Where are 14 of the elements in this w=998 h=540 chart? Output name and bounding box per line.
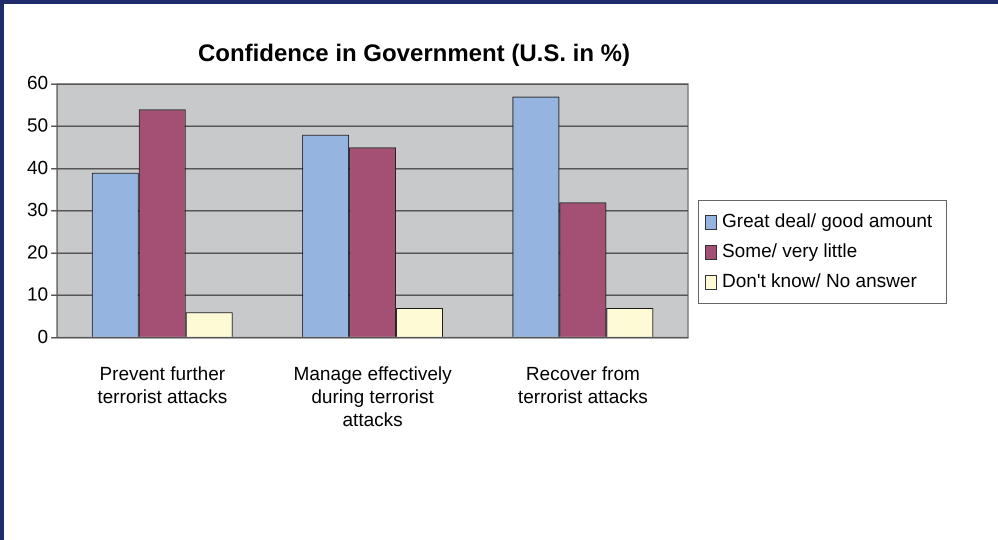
legend-label: Don't know/ No answer <box>722 270 917 294</box>
x-tick-label: Prevent further terrorist attacks <box>97 364 228 408</box>
y-tick-label: 50 <box>26 116 48 136</box>
x-tick-label: Recover from terrorist attacks <box>518 364 648 408</box>
y-tick-label: 10 <box>26 284 48 306</box>
chart-title: Confidence in Government (U.S. in %) <box>198 40 630 67</box>
x-tick-label: Manage effectively during terrorist attacks <box>294 364 452 431</box>
legend-label: Great deal/ good amount <box>722 210 932 234</box>
y-tick-label: 30 <box>26 200 48 222</box>
y-tick-label: 20 <box>26 242 48 264</box>
y-tick-label: 40 <box>26 158 48 179</box>
y-tick-label: 0 <box>38 326 48 348</box>
y-tick-label: 60 <box>26 73 48 94</box>
legend-label: Some/ very little <box>722 240 858 264</box>
